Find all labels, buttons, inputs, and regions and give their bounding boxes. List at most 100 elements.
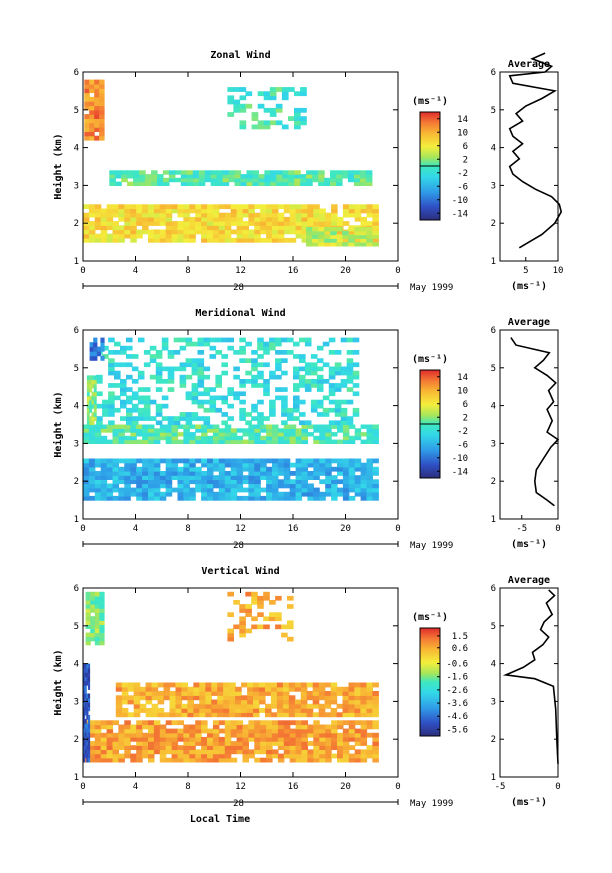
heatmap-cell — [266, 233, 273, 239]
heatmap-cell — [89, 88, 95, 94]
heatmap-cell — [366, 491, 373, 497]
heatmap-cell — [360, 475, 368, 480]
heatmap-cell — [372, 732, 379, 738]
heatmap-cell — [169, 682, 177, 688]
heatmap-cell — [288, 174, 295, 179]
heatmap-cell — [124, 225, 131, 231]
heatmap-cell — [124, 753, 131, 759]
heatmap-cell — [342, 691, 350, 696]
heatmap-cell — [205, 708, 212, 713]
heatmap-cell — [283, 741, 291, 746]
heatmap-cell — [307, 458, 314, 464]
heatmap-cell — [207, 757, 214, 763]
heatmap-cell — [340, 412, 348, 417]
heatmap-cell — [248, 424, 255, 429]
heatmap-cell — [319, 479, 326, 485]
heatmap-cell — [312, 699, 320, 705]
heatmap-cell — [287, 416, 294, 421]
heatmap-cell — [165, 749, 173, 755]
heatmap-cell — [248, 216, 255, 222]
heatmap-cell — [366, 212, 373, 218]
heatmap-cell — [118, 479, 125, 485]
heatmap-cell — [114, 374, 121, 380]
heatmap-cell — [177, 736, 184, 742]
heatmap-cell — [197, 341, 205, 347]
heatmap-cell — [300, 181, 307, 186]
average-y-tick-label: 4 — [491, 660, 496, 670]
heatmap-cell — [277, 471, 285, 476]
heatmap-cell — [366, 686, 373, 692]
heatmap-cell — [253, 682, 260, 688]
average-y-tick-label: 2 — [491, 219, 496, 229]
panel-title: Zonal Wind — [210, 49, 270, 61]
heatmap-cell — [334, 407, 342, 413]
heatmap-cell — [235, 691, 242, 696]
heatmap-cell — [325, 424, 332, 429]
heatmap-cell — [348, 487, 356, 493]
heatmap-cell — [195, 435, 202, 441]
heatmap-cell — [325, 487, 332, 493]
heatmap-cell — [106, 749, 114, 755]
heatmap-cell — [223, 699, 230, 705]
heatmap-cell — [99, 101, 105, 107]
heatmap-cell — [87, 753, 91, 759]
heatmap-cell — [340, 420, 348, 426]
heatmap-cell — [148, 757, 155, 763]
heatmap-cell — [130, 475, 137, 480]
heatmap-cell — [106, 462, 114, 468]
heatmap-cell — [165, 208, 173, 214]
heatmap-cell — [283, 471, 291, 476]
heatmap-cell — [195, 225, 202, 231]
heatmap-cell — [348, 424, 356, 429]
heatmap-cell — [257, 624, 264, 630]
heatmap-cell — [136, 495, 143, 501]
heatmap-cell — [372, 708, 379, 713]
heatmap-cell — [83, 237, 90, 243]
heatmap-cell — [106, 458, 114, 464]
heatmap-cell — [212, 720, 220, 726]
heatmap-cell — [288, 703, 296, 709]
heatmap-cell — [325, 483, 332, 489]
heatmap-cell — [242, 479, 249, 485]
average-y-tick-label: 5 — [491, 106, 496, 116]
heatmap-cell — [342, 212, 350, 218]
heatmap-cell — [133, 174, 140, 179]
heatmap-cell — [127, 686, 135, 692]
heatmap-cell — [131, 395, 139, 401]
heatmap-cell — [282, 177, 289, 183]
heatmap-cell — [177, 491, 184, 497]
heatmap-cell — [85, 636, 91, 642]
heatmap-cell — [269, 345, 276, 351]
heatmap-cell — [136, 428, 143, 433]
heatmap-cell — [112, 736, 119, 742]
heatmap-cell — [153, 458, 161, 464]
heatmap-cell — [260, 720, 267, 726]
heatmap-cell — [195, 216, 202, 222]
heatmap-cell — [289, 745, 297, 750]
heatmap-cell — [276, 695, 284, 701]
heatmap-cell — [324, 181, 331, 186]
heatmap-cell — [106, 724, 114, 730]
heatmap-cell — [106, 208, 114, 214]
heatmap-cell — [336, 170, 343, 175]
heatmap-cell — [348, 708, 356, 713]
heatmap-cell — [342, 745, 350, 750]
heatmap-cell — [191, 370, 199, 376]
heatmap-cell — [360, 703, 367, 709]
heatmap-cell — [126, 362, 133, 368]
heatmap-cell — [167, 420, 175, 426]
heatmap-cell — [336, 703, 344, 709]
heatmap-cell — [197, 358, 205, 363]
heatmap-cell — [272, 435, 279, 441]
heatmap-cell — [346, 374, 354, 380]
heatmap-cell — [197, 370, 205, 376]
heatmap-cell — [295, 753, 303, 759]
heatmap-cell — [348, 238, 355, 243]
colorbar-tick-label: -2 — [457, 169, 468, 179]
heatmap-cell — [325, 732, 332, 738]
colorbar-tick-label: 14 — [457, 115, 468, 125]
heatmap-cell — [99, 127, 105, 132]
heatmap-cell — [174, 177, 182, 183]
heatmap-cell — [260, 216, 267, 222]
heatmap-cell — [121, 174, 128, 179]
